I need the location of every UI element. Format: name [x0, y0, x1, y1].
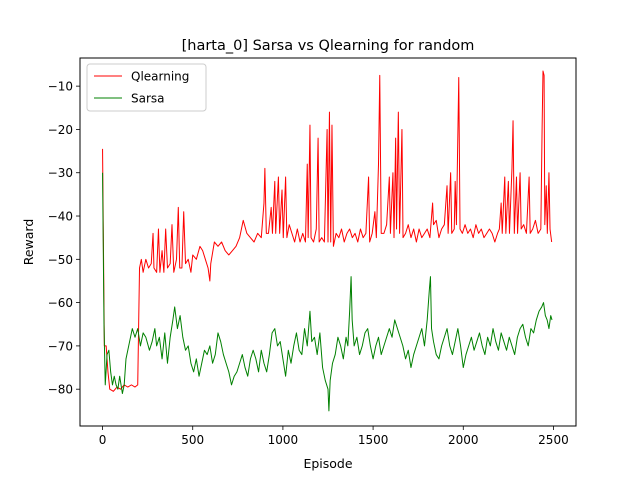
y-tick-label: −20 [48, 123, 73, 137]
y-tick-label: −60 [48, 296, 73, 310]
x-tick-label: 1500 [358, 433, 389, 447]
legend-label-qlearning: Qlearning [131, 70, 189, 84]
y-axis-label: Reward [21, 219, 36, 266]
chart-title: [harta_0] Sarsa vs Qlearning for random [182, 38, 475, 54]
y-tick-label: −10 [48, 80, 73, 94]
x-tick-label: 500 [181, 433, 204, 447]
x-tick-label: 0 [99, 433, 107, 447]
legend-label-sarsa: Sarsa [131, 92, 165, 106]
x-axis: 0 500 1000 1500 2000 2500 [99, 426, 569, 447]
y-tick-label: −80 [48, 383, 73, 397]
series-layer [102, 70, 553, 412]
series-line-sarsa [102, 172, 553, 412]
x-tick-label: 2500 [538, 433, 569, 447]
series-line-qlearning [102, 70, 553, 392]
plot-area-frame [79, 57, 577, 427]
y-tick-label: −50 [48, 253, 73, 267]
legend: Qlearning Sarsa [86, 63, 207, 112]
y-axis: −80 −70 −60 −50 −40 −30 −20 −10 [48, 80, 80, 397]
x-tick-label: 2000 [448, 433, 479, 447]
y-tick-label: −70 [48, 339, 73, 353]
y-tick-label: −30 [48, 166, 73, 180]
x-tick-label: 1000 [268, 433, 299, 447]
x-axis-label: Episode [303, 456, 352, 471]
y-tick-label: −40 [48, 210, 73, 224]
